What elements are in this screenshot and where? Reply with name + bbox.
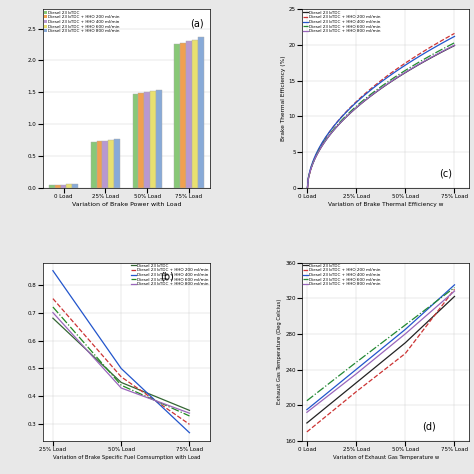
- Y-axis label: Brake Thermal Efficiency (%): Brake Thermal Efficiency (%): [281, 56, 286, 141]
- Bar: [198, 37, 204, 188]
- Bar: [114, 139, 120, 188]
- Y-axis label: Exhaust Gas Temperature (Deg Celcius): Exhaust Gas Temperature (Deg Celcius): [277, 299, 283, 404]
- Bar: [144, 91, 150, 188]
- Text: (a): (a): [190, 18, 203, 28]
- Legend: Diesel 23 bTDC, Diesel 23 bTDC + HHO 200 ml/min, Diesel 23 bTDC + HHO 400 ml/min: Diesel 23 bTDC, Diesel 23 bTDC + HHO 200…: [130, 264, 209, 287]
- Bar: [156, 90, 162, 188]
- X-axis label: Variation of Brake Specific Fuel Comsumption with Load: Variation of Brake Specific Fuel Comsump…: [53, 455, 200, 460]
- Bar: [102, 141, 109, 188]
- Bar: [192, 40, 198, 188]
- Bar: [66, 184, 73, 188]
- Bar: [61, 184, 66, 188]
- Bar: [186, 41, 192, 188]
- Legend: Diesel 23 bTDC, Diesel 23 bTDC + HHO 200 ml/min, Diesel 23 bTDC + HHO 400 ml/min: Diesel 23 bTDC, Diesel 23 bTDC + HHO 200…: [303, 10, 382, 34]
- Bar: [180, 43, 186, 188]
- Legend: Diesel 23 bTDC, Diesel 23 bTDC + HHO 200 ml/min, Diesel 23 bTDC + HHO 400 ml/min: Diesel 23 bTDC, Diesel 23 bTDC + HHO 200…: [44, 10, 120, 34]
- Bar: [49, 185, 55, 188]
- Bar: [91, 142, 97, 188]
- Bar: [174, 45, 180, 188]
- Bar: [138, 93, 144, 188]
- Bar: [133, 94, 138, 188]
- Text: (c): (c): [439, 169, 452, 179]
- X-axis label: Variation of Exhaust Gas Temperature w: Variation of Exhaust Gas Temperature w: [333, 455, 438, 460]
- X-axis label: Variation of Brake Power with Load: Variation of Brake Power with Load: [72, 202, 181, 207]
- Legend: Diesel 23 bTDC, Diesel 23 bTDC + HHO 200 ml/min, Diesel 23 bTDC + HHO 400 ml/min: Diesel 23 bTDC, Diesel 23 bTDC + HHO 200…: [303, 264, 382, 287]
- Bar: [109, 140, 114, 188]
- Text: (b): (b): [160, 272, 173, 282]
- Bar: [150, 91, 156, 188]
- Bar: [97, 141, 102, 188]
- Bar: [73, 183, 78, 188]
- Bar: [55, 185, 61, 188]
- X-axis label: Variation of Brake Thermal Efficiency w: Variation of Brake Thermal Efficiency w: [328, 202, 443, 207]
- Text: (d): (d): [422, 422, 436, 432]
